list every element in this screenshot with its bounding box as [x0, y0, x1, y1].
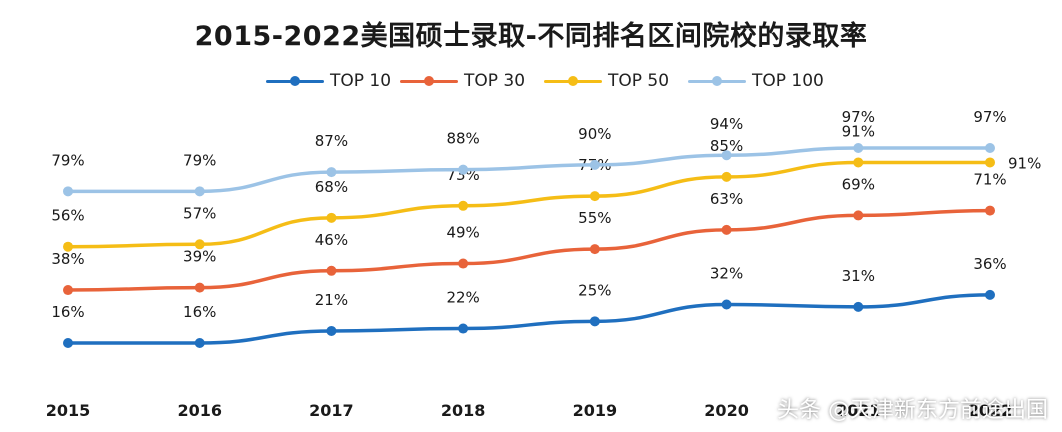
- data-label-top50: 56%: [51, 207, 84, 225]
- data-label-top10: 36%: [973, 255, 1006, 273]
- data-label-top30: 49%: [446, 224, 479, 242]
- chart-title: 2015-2022美国硕士录取-不同排名区间院校的录取率: [194, 21, 868, 52]
- data-point-top10: [853, 301, 864, 312]
- data-label-top100: 88%: [446, 130, 479, 148]
- data-point-top100: [458, 164, 469, 175]
- data-point-top30: [63, 285, 73, 296]
- data-point-top50: [458, 200, 469, 211]
- data-label-top30: 69%: [842, 175, 875, 193]
- series-line-top100: [66, 146, 992, 194]
- data-label-top30: 38%: [51, 250, 84, 268]
- data-point-top100: [853, 143, 864, 153]
- x-tick-label: 2017: [309, 401, 354, 420]
- data-label-top10: 32%: [710, 264, 743, 282]
- data-label-top100: 94%: [710, 115, 743, 133]
- data-label-top100: 87%: [315, 132, 348, 150]
- data-point-top10: [985, 289, 995, 300]
- x-tick-label: 2018: [441, 401, 486, 420]
- data-label-top30: 55%: [578, 209, 611, 227]
- data-label-top10: 22%: [446, 289, 479, 307]
- data-label-top10: 21%: [315, 291, 348, 309]
- data-label-top30: 63%: [710, 190, 743, 208]
- data-point-top100: [63, 186, 73, 197]
- data-point-top30: [326, 265, 337, 276]
- data-point-top100: [721, 150, 732, 161]
- data-label-top50: 91%: [842, 122, 875, 140]
- x-tick-label: 2019: [573, 401, 618, 420]
- series-line-top50: [66, 160, 992, 249]
- data-label-top30: 39%: [183, 248, 216, 266]
- data-label-top50: 68%: [315, 178, 348, 196]
- data-point-top50: [853, 157, 864, 168]
- data-point-top50: [985, 157, 995, 168]
- data-point-top50: [194, 239, 205, 250]
- data-point-top30: [721, 224, 732, 235]
- legend-swatch-top100: [688, 68, 746, 94]
- legend-swatch-top10: [266, 68, 324, 94]
- data-point-top100: [589, 159, 600, 170]
- data-point-top100: [194, 186, 205, 197]
- legend-swatch-top30: [400, 68, 458, 94]
- series-line-top30: [66, 208, 992, 292]
- data-point-top100: [326, 167, 337, 178]
- data-point-top10: [721, 299, 732, 310]
- data-label-top30: 46%: [315, 231, 348, 249]
- data-label-top10: 16%: [183, 303, 216, 321]
- source-watermark: 头条 @天津新东方前途出国: [777, 398, 1048, 423]
- data-point-top30: [194, 282, 205, 293]
- data-point-top50: [721, 171, 732, 182]
- data-label-top10: 16%: [51, 303, 84, 321]
- data-point-top10: [326, 325, 337, 336]
- data-point-top10: [194, 338, 205, 348]
- x-tick-label: 2021: [836, 401, 881, 420]
- legend-label-top50: TOP 50: [608, 71, 670, 91]
- series-line-top10: [66, 293, 992, 345]
- data-point-top30: [985, 205, 995, 216]
- legend-label-top30: TOP 30: [464, 71, 526, 91]
- data-point-top30: [589, 244, 600, 255]
- legend-label-top100: TOP 100: [752, 71, 824, 91]
- legend-item-top30: TOP 30: [400, 68, 525, 94]
- data-label-top100: 97%: [842, 108, 875, 126]
- x-tick-label: 2015: [46, 401, 91, 420]
- x-tick-label: 2022: [968, 401, 1013, 420]
- legend-swatch-top50: [544, 68, 602, 94]
- data-point-top50: [326, 212, 337, 223]
- data-label-top100: 90%: [578, 125, 611, 143]
- x-tick-label: 2016: [177, 401, 222, 420]
- data-label-top100: 79%: [183, 151, 216, 169]
- x-tick-label: 2020: [704, 401, 749, 420]
- data-point-top10: [458, 323, 469, 334]
- data-label-top50: 57%: [183, 204, 216, 222]
- data-point-top10: [63, 338, 73, 348]
- data-point-top10: [589, 316, 600, 327]
- data-point-top30: [853, 210, 864, 221]
- legend-item-top50: TOP 50: [544, 68, 669, 94]
- data-point-top50: [63, 241, 73, 252]
- data-label-top100: 79%: [51, 151, 84, 169]
- data-label-top50: 91%: [1008, 154, 1041, 172]
- legend-label-top10: TOP 10: [330, 71, 392, 91]
- chart-legend: TOP 10 TOP 30 TOP 50 TOP 100: [0, 68, 1062, 94]
- data-label-top100: 97%: [973, 108, 1006, 126]
- data-point-top30: [458, 258, 469, 269]
- data-label-top10: 31%: [842, 267, 875, 285]
- data-point-top100: [985, 143, 995, 153]
- data-label-top50: 85%: [710, 137, 743, 155]
- legend-item-top10: TOP 10: [266, 68, 391, 94]
- legend-item-top100: TOP 100: [688, 68, 824, 94]
- data-label-top30: 71%: [973, 171, 1006, 189]
- data-point-top50: [589, 191, 600, 202]
- data-label-top10: 25%: [578, 281, 611, 299]
